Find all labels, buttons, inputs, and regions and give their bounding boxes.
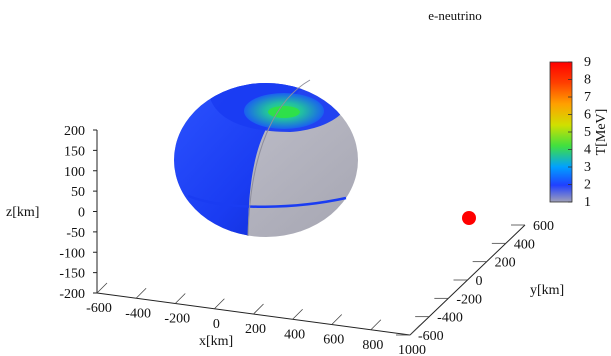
- y-tick-label: 200: [495, 256, 516, 271]
- colorbar-tick-label: 1: [584, 195, 591, 210]
- colorbar-ticks: 9 8 7 6 5 4 3 2 1: [568, 55, 591, 210]
- colorbar-tick-label: 5: [584, 125, 591, 140]
- y-tick-label: -400: [437, 311, 463, 326]
- torus-outer-shell: [174, 83, 310, 237]
- colorbar-tick-label: 3: [584, 160, 591, 175]
- x-tick-label: 0: [213, 317, 220, 332]
- marker-point: [462, 211, 476, 225]
- x-tick-label: -200: [164, 312, 190, 327]
- x-tick-label: 800: [362, 338, 383, 353]
- z-tick-label: 200: [64, 124, 85, 139]
- colorbar-tick-label: 7: [584, 90, 591, 105]
- y-tick-label: -200: [456, 292, 482, 307]
- x-grid-line: [370, 319, 382, 331]
- torus-surface: [174, 79, 358, 237]
- x-tick-label: -600: [86, 301, 112, 316]
- x-grid-line: [96, 282, 108, 294]
- colorbar: 9 8 7 6 5 4 3 2 1 T[MeV]: [549, 55, 609, 210]
- x-grid-line: [253, 303, 264, 315]
- x-grid-line: [331, 314, 343, 325]
- z-tick-label: -100: [59, 246, 85, 261]
- colorbar-label: T[MeV]: [594, 109, 609, 156]
- y-axis-label: y[km]: [530, 283, 564, 298]
- x-grid-line: [135, 287, 147, 299]
- y-tick-label: 0: [476, 274, 483, 289]
- torus-hole-core: [268, 106, 300, 118]
- y-tick-labels: -600 -400 -200 0 200 400 600: [418, 219, 554, 344]
- y-tick-label: 600: [533, 219, 554, 234]
- z-tick-label: 100: [64, 165, 85, 180]
- z-tick-label: -50: [66, 226, 85, 241]
- x-grid-line: [174, 293, 186, 304]
- z-tick-label: 0: [78, 206, 85, 221]
- y-tick-label: 400: [514, 237, 535, 252]
- x-tick-label: 200: [245, 322, 266, 337]
- colorbar-tick-label: 8: [584, 73, 591, 88]
- x-grid-line: [214, 298, 225, 310]
- x-grid-line: [292, 308, 303, 320]
- z-tick-label: -200: [59, 287, 85, 302]
- z-tick-label: -150: [59, 267, 85, 282]
- chart-title: e-neutrino: [428, 8, 481, 23]
- z-axis-label: z[km]: [6, 205, 39, 220]
- colorbar-tick-label: 9: [584, 55, 591, 70]
- colorbar-tick-label: 2: [584, 178, 591, 193]
- x-tick-label: 1000: [398, 343, 426, 356]
- x-tick-label: 400: [284, 327, 305, 342]
- colorbar-tick-label: 6: [584, 108, 591, 123]
- colorbar-tick-label: 4: [584, 143, 591, 158]
- y-tick-label: -600: [418, 329, 444, 344]
- torus-equator-seam: [187, 194, 347, 208]
- z-tick-labels: 200 150 100 50 0 -50 -100 -150 -200: [59, 124, 97, 302]
- x-axis-label: x[km]: [199, 334, 233, 349]
- x-tick-labels: -600 -400 -200 0 200 400 600 800 1000: [86, 301, 426, 356]
- x-tick-label: 600: [323, 333, 344, 348]
- z-tick-label: 50: [71, 185, 85, 200]
- floor-grid: [96, 224, 525, 336]
- torus-cut-edge: [247, 79, 311, 237]
- x-tick-label: -400: [125, 306, 151, 321]
- z-tick-label: 150: [64, 144, 85, 159]
- x-grid-line: [409, 324, 421, 336]
